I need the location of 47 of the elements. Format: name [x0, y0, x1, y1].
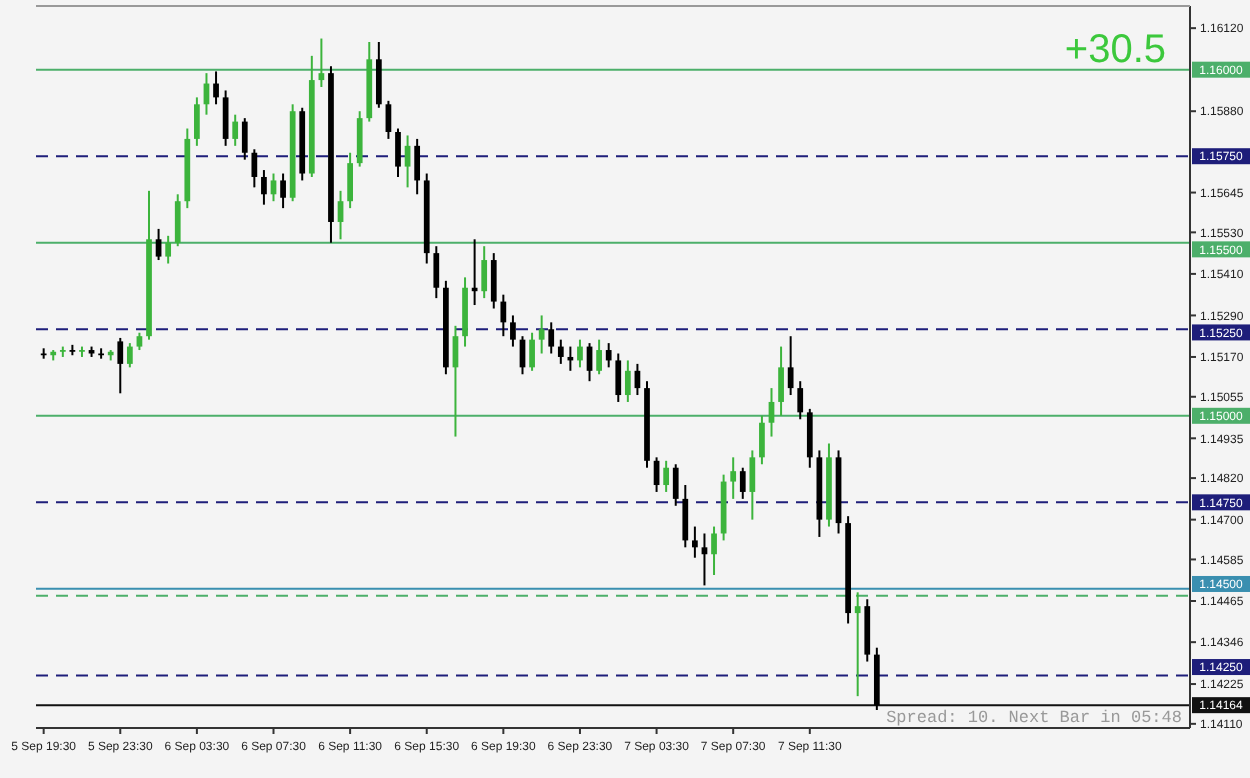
candlestick [538, 314, 545, 355]
candlestick [529, 331, 535, 372]
candlestick [577, 338, 583, 369]
candlestick [854, 591, 861, 698]
candlestick [261, 169, 267, 206]
candlestick [194, 96, 200, 147]
candlestick [241, 117, 248, 161]
candlestick [557, 338, 564, 365]
candlestick [126, 342, 133, 369]
candlestick [596, 338, 602, 376]
candlestick [117, 336, 124, 395]
candlestick [778, 345, 784, 417]
candlestick [759, 414, 765, 466]
candlestick [395, 127, 401, 178]
candlestick [682, 484, 689, 549]
candlestick [615, 352, 622, 403]
candlestick [730, 456, 737, 500]
candlestick [155, 227, 162, 262]
candlestick [605, 342, 612, 369]
candlestick [280, 172, 286, 210]
candlestick [481, 245, 488, 300]
candlestick [806, 407, 813, 469]
candlestick [672, 463, 679, 507]
candlestick [624, 359, 631, 403]
candlestick [500, 293, 507, 338]
candlestick [490, 252, 497, 310]
candlestick [787, 335, 794, 397]
candlestick [797, 380, 804, 421]
candlestick [548, 321, 555, 355]
candlestick [232, 113, 239, 147]
candlestick [174, 193, 181, 248]
candlestick [251, 148, 258, 189]
annotation: +30.5 [1064, 28, 1166, 72]
annotation: Spread: 10. Next Bar in 05:48 [886, 708, 1182, 728]
candlestick [711, 525, 717, 577]
candlestick [213, 70, 219, 106]
candlestick [356, 110, 363, 168]
candlestick [414, 137, 421, 196]
candlestick [692, 525, 698, 559]
candlestick [433, 245, 440, 300]
candlestick [510, 314, 516, 348]
candlestick [165, 234, 172, 265]
candlestick [347, 151, 353, 210]
candlestick [375, 41, 382, 109]
candlestick [739, 466, 746, 500]
candlestick [749, 449, 756, 521]
candlestick [663, 459, 670, 493]
